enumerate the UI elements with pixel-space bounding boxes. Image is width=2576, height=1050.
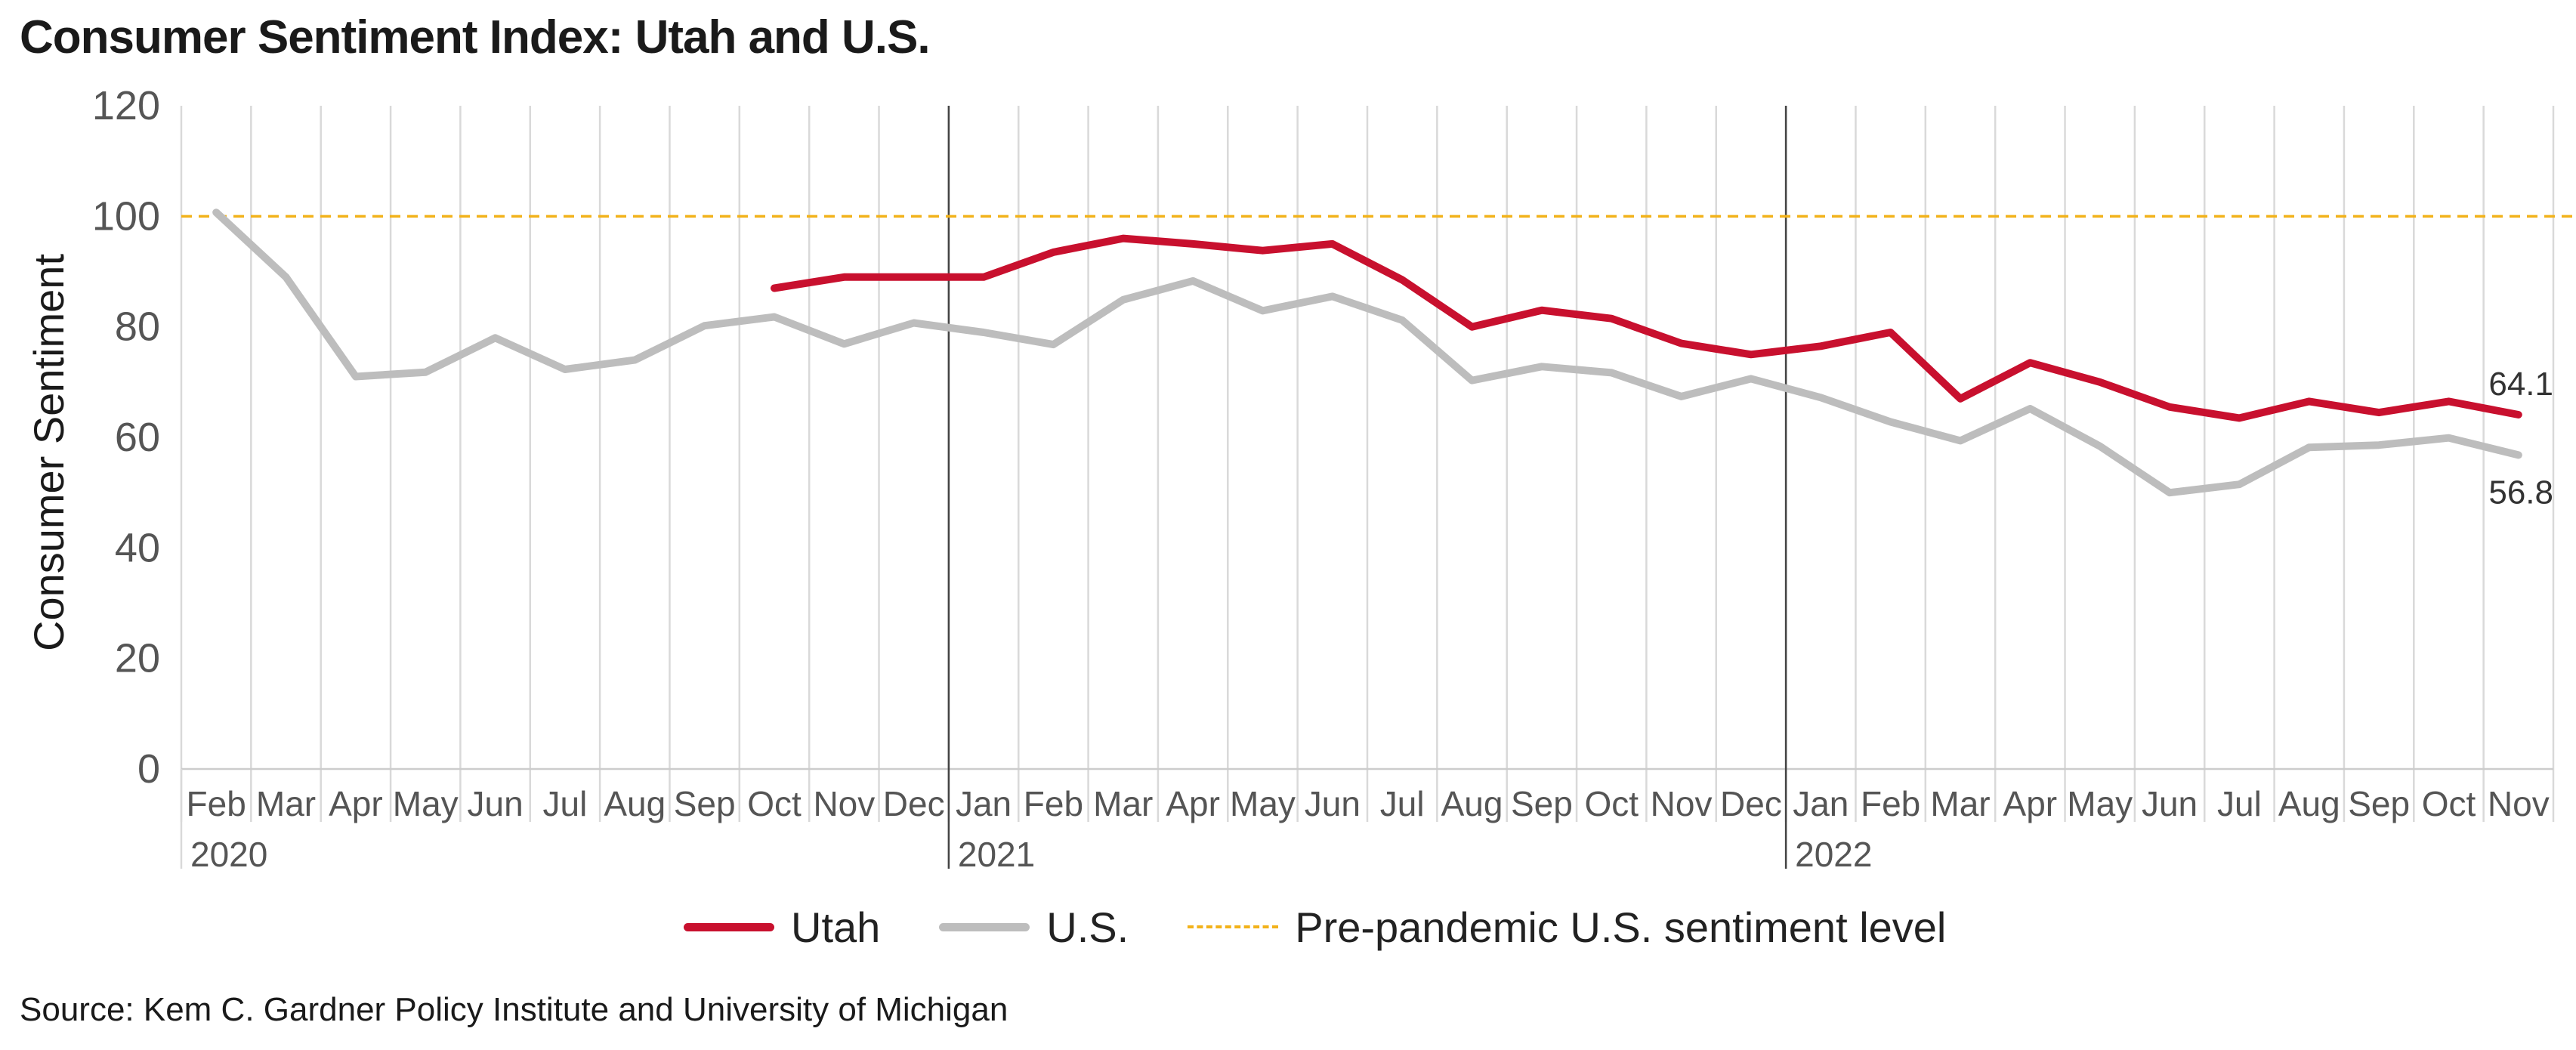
x-tick-label: Jul — [1380, 784, 1425, 823]
y-tick-label: 120 — [92, 83, 160, 128]
year-label: 2020 — [190, 835, 267, 874]
legend-label-reference: Pre-pandemic U.S. sentiment level — [1295, 903, 1947, 951]
x-tick-label: Jul — [2217, 784, 2262, 823]
y-tick-label: 80 — [115, 304, 160, 350]
x-tick-label: Dec — [1720, 784, 1782, 823]
data-label: 64.1 — [2488, 366, 2553, 403]
x-tick-label: May — [1230, 784, 1296, 823]
legend-swatch-us — [939, 922, 1030, 931]
year-label: 2022 — [1795, 835, 1872, 874]
legend: Utah U.S. Pre-pandemic U.S. sentiment le… — [684, 900, 2005, 953]
year-label: 2021 — [958, 835, 1035, 874]
x-tick-label: Nov — [2488, 784, 2550, 823]
y-tick-label: 20 — [115, 636, 160, 681]
y-axis-label: Consumer Sentiment — [25, 254, 73, 651]
data-label: 56.8 — [2488, 474, 2553, 511]
x-tick-label: Sep — [674, 784, 736, 823]
x-tick-label: Sep — [1511, 784, 1573, 823]
legend-item-utah: Utah — [684, 903, 880, 952]
x-tick-label: Jun — [468, 784, 524, 823]
y-tick-label: 40 — [115, 525, 160, 570]
x-tick-label: Apr — [329, 784, 383, 823]
x-tick-label: May — [2067, 784, 2133, 823]
x-tick-label: Feb — [187, 784, 246, 823]
x-tick-label: Mar — [1093, 784, 1153, 823]
x-tick-label: Dec — [883, 784, 945, 823]
line-chart: 2020 2021 2022 0 20 40 60 80 100 120 Consumer Sent… — [25, 83, 2572, 874]
legend-swatch-utah — [684, 922, 774, 931]
y-tick-label: 60 — [115, 415, 160, 460]
x-tick-label: Aug — [1441, 784, 1503, 823]
x-tick-label: May — [393, 784, 459, 823]
series-line-utah — [771, 234, 2522, 422]
x-tick-label: Apr — [1166, 784, 1220, 823]
x-tick-label: Mar — [1930, 784, 1990, 823]
legend-item-reference: Pre-pandemic U.S. sentiment level — [1188, 903, 1946, 952]
x-tick-label: Aug — [2278, 784, 2340, 823]
x-tick-label: Oct — [747, 784, 802, 823]
legend-label-utah: Utah — [791, 903, 881, 951]
x-tick-label: Jan — [956, 784, 1012, 823]
series-line-us — [212, 208, 2522, 497]
legend-item-us: U.S. — [939, 903, 1129, 952]
x-tick-label: Oct — [1584, 784, 1639, 823]
legend-label-us: U.S. — [1046, 903, 1129, 951]
y-tick-label: 100 — [92, 193, 160, 239]
source-note: Source: Kem C. Gardner Policy Institute … — [20, 991, 1008, 1028]
x-tick-label: Jul — [543, 784, 588, 823]
x-tick-label: Jun — [2142, 784, 2198, 823]
x-tick-label: Feb — [1861, 784, 1920, 823]
x-tick-label: Nov — [1651, 784, 1713, 823]
chart-title: Consumer Sentiment Index: Utah and U.S. — [20, 11, 931, 63]
x-tick-label: Jan — [1793, 784, 1849, 823]
x-tick-label: Feb — [1024, 784, 1083, 823]
legend-swatch-reference — [1188, 925, 1279, 928]
x-tick-label: Jun — [1305, 784, 1361, 823]
y-tick-label: 0 — [137, 746, 160, 792]
x-tick-label: Aug — [604, 784, 666, 823]
x-tick-label: Mar — [256, 784, 316, 823]
x-tick-label: Oct — [2422, 784, 2476, 823]
x-tick-label: Apr — [2003, 784, 2058, 823]
x-tick-label: Nov — [813, 784, 875, 823]
x-tick-label: Sep — [2348, 784, 2410, 823]
